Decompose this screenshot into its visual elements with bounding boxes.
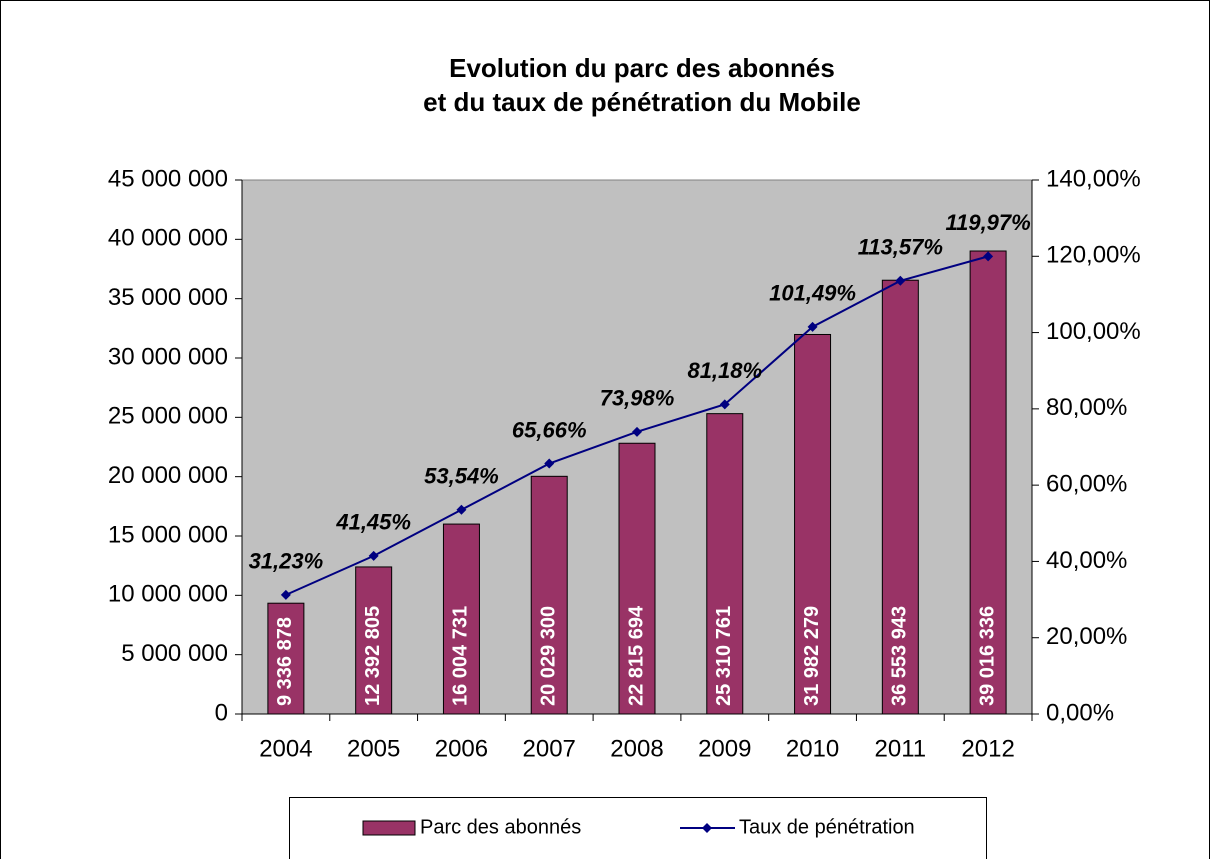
line-marker [368,550,379,561]
bar-value-label: 22 815 694 [625,605,647,706]
legend-label: Taux de pénétration [739,816,915,838]
x-tick-label: 2005 [347,735,400,762]
y-tick-label: 5 000 000 [121,640,228,667]
y-tick-label: 0 [215,699,228,726]
line-value-label: 31,23% [249,549,324,574]
y-tick-label: 25 000 000 [108,403,228,430]
bar [618,442,656,715]
line-value-label: 119,97% [946,210,1031,235]
bar [881,279,919,715]
bar [706,413,744,715]
y2-tick-label: 80,00% [1046,394,1127,421]
bar-value-label: 16 004 731 [450,606,472,706]
y2-tick-label: 60,00% [1046,470,1127,497]
bar-value-label: 9 336 878 [274,617,296,706]
y-tick-label: 15 000 000 [108,521,228,548]
line-value-label: 113,57% [858,235,943,260]
line-marker [280,589,291,600]
chart-title: Evolution du parc des abonnés [449,53,835,83]
line-value-label: 53,54% [424,464,499,489]
chart-title: et du taux de pénétration du Mobile [423,87,861,117]
y2-tick-label: 120,00% [1046,242,1141,269]
line-marker [544,458,555,469]
bar [969,250,1007,715]
line-marker [456,504,467,515]
legend-label: Parc des abonnés [420,816,581,838]
y2-tick-label: 20,00% [1046,623,1127,650]
bar-value-label: 39 016 336 [976,606,998,706]
line-value-label: 65,66% [512,417,587,442]
bar [267,602,305,715]
line-marker [719,399,730,410]
bar-value-label: 31 982 279 [801,606,823,706]
y-tick-label: 35 000 000 [108,284,228,311]
line-marker [807,321,818,332]
y2-tick-label: 0,00% [1046,699,1114,726]
y2-tick-label: 140,00% [1046,165,1141,192]
y-tick-label: 20 000 000 [108,462,228,489]
x-tick-label: 2008 [610,735,663,762]
y-tick-label: 45 000 000 [108,165,228,192]
bar [530,475,568,715]
x-tick-label: 2004 [259,735,312,762]
line-value-label: 41,45% [335,510,411,535]
x-tick-label: 2010 [786,735,839,762]
x-tick-label: 2009 [698,735,751,762]
bar [442,523,480,715]
y2-tick-label: 40,00% [1046,547,1127,574]
line-marker [632,426,642,437]
line-value-label: 73,98% [600,386,675,411]
x-tick-label: 2012 [961,735,1014,762]
bar [794,333,832,715]
bar [355,566,393,715]
bar-value-label: 12 392 805 [362,606,384,706]
line-value-label: 101,49% [769,281,856,306]
y-tick-label: 30 000 000 [108,343,228,370]
y-tick-label: 10 000 000 [108,581,228,608]
legend-swatch [362,820,416,836]
y2-tick-label: 100,00% [1046,318,1141,345]
line-value-label: 81,18% [687,358,762,383]
bar-value-label: 36 553 943 [889,606,911,706]
x-tick-label: 2007 [523,735,576,762]
bar-value-label: 25 310 761 [713,606,735,706]
x-tick-label: 2011 [875,735,927,762]
bar-value-label: 20 029 300 [538,606,560,706]
x-tick-label: 2006 [435,735,488,762]
line-marker [983,251,994,262]
y-tick-label: 40 000 000 [108,225,228,252]
line-marker [895,275,906,286]
legend-marker [702,823,712,833]
